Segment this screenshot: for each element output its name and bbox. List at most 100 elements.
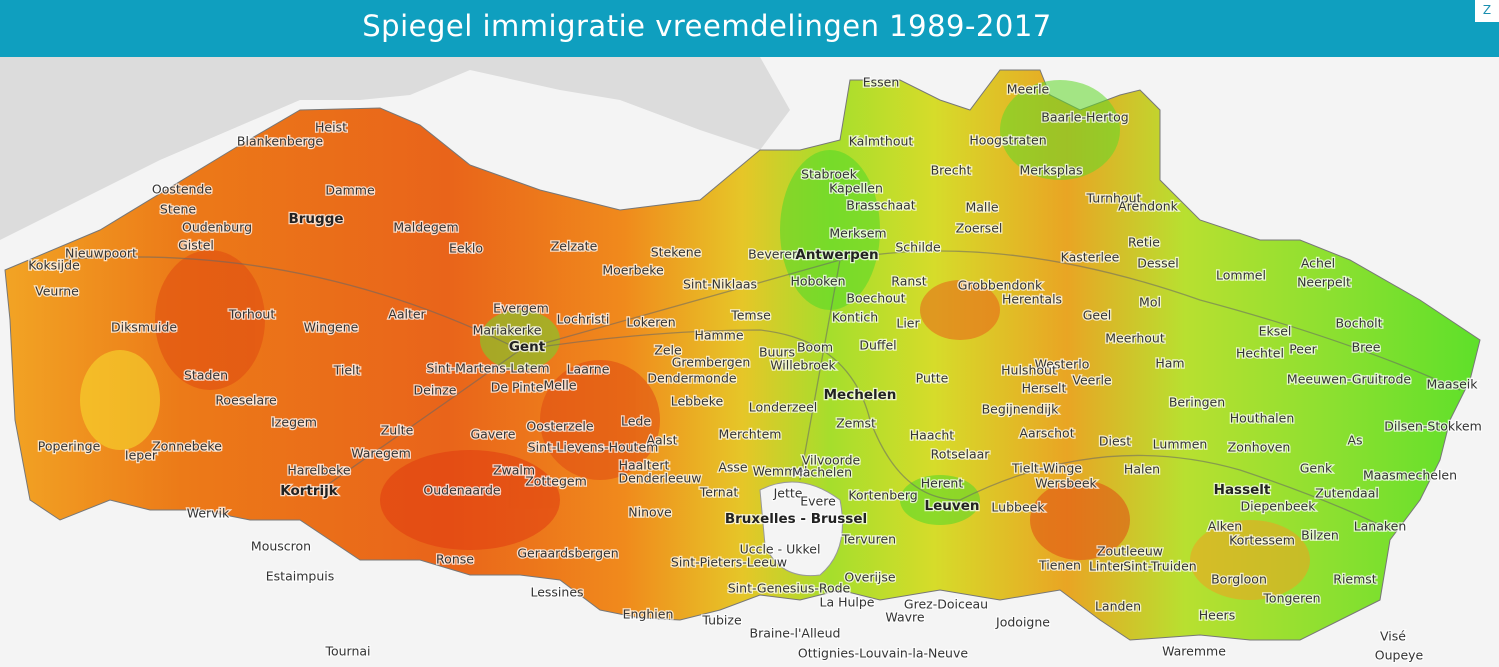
- place-label: Staden: [184, 368, 228, 383]
- city-label: Hasselt: [1214, 482, 1271, 498]
- place-label: Machelen: [792, 465, 852, 480]
- place-label: Asse: [718, 460, 748, 475]
- place-label: Willebroek: [770, 358, 836, 373]
- place-label: Nieuwpoort: [65, 246, 137, 261]
- place-label: Blankenberge: [237, 134, 324, 149]
- city-label: Mechelen: [824, 387, 897, 403]
- place-label: Herentals: [1002, 292, 1062, 307]
- place-label: Riemst: [1333, 572, 1377, 587]
- place-label: Tournai: [324, 644, 370, 659]
- place-label: Lommel: [1216, 268, 1266, 283]
- place-label: Tongeren: [1262, 591, 1320, 606]
- city-label: Gent: [509, 339, 546, 355]
- place-label: Diksmuide: [111, 320, 177, 335]
- place-label: Mariakerke: [473, 323, 542, 338]
- place-label: Sint-Martens-Latem: [426, 361, 549, 376]
- place-label: Boom: [797, 340, 833, 355]
- place-label: Harelbeke: [287, 463, 351, 478]
- place-label: Eksel: [1259, 324, 1292, 339]
- place-label: Londerzeel: [749, 400, 818, 415]
- place-label: Enghien: [623, 607, 674, 622]
- place-label: Oudenburg: [182, 220, 252, 235]
- sea: [0, 57, 790, 240]
- place-label: Neerpelt: [1297, 275, 1351, 290]
- place-label: Duffel: [859, 338, 896, 353]
- place-label: Meerle: [1007, 82, 1050, 97]
- zoom-button[interactable]: Z: [1475, 0, 1499, 22]
- header: Spiegel immigratie vreemdelingen 1989-20…: [0, 0, 1499, 57]
- place-label: Zutendaal: [1315, 486, 1379, 501]
- place-label: Wervik: [187, 506, 230, 521]
- place-label: Koksijde: [28, 258, 80, 273]
- place-label: Zoersel: [956, 221, 1003, 236]
- place-label: Oosterzele: [526, 419, 593, 434]
- place-label: Geraardsbergen: [517, 546, 618, 561]
- place-label: Oostende: [152, 182, 212, 197]
- place-label: Zele: [654, 343, 682, 358]
- place-label: Dendermonde: [647, 371, 736, 386]
- place-label: Ieper: [125, 448, 158, 463]
- place-label: De Pinte: [491, 380, 544, 395]
- place-label: Beveren: [748, 247, 800, 262]
- place-label: Haaltert: [619, 458, 670, 473]
- place-label: Lede: [621, 414, 651, 429]
- place-label: Kapellen: [829, 181, 883, 196]
- place-label: Retie: [1128, 235, 1160, 250]
- place-label: Linter: [1089, 559, 1126, 574]
- place-label: Merchtem: [719, 427, 782, 442]
- place-label: Kortessem: [1229, 533, 1295, 548]
- place-label: Deinze: [414, 383, 457, 398]
- place-label: Heers: [1199, 608, 1235, 623]
- place-label: Visé: [1380, 629, 1406, 644]
- place-label: Haacht: [910, 428, 955, 443]
- place-label: Torhout: [228, 307, 276, 322]
- place-label: Baarle-Hertog: [1041, 110, 1128, 125]
- place-label: Ham: [1155, 356, 1184, 371]
- place-label: Ronse: [436, 552, 474, 567]
- place-label: Waregem: [351, 446, 411, 461]
- place-label: Denderleeuw: [618, 471, 701, 486]
- place-label: Zelzate: [551, 239, 598, 254]
- place-label: Stabroek: [801, 167, 858, 182]
- city-label: Brugge: [288, 211, 343, 227]
- place-label: Eeklo: [449, 241, 483, 256]
- place-label: Grembergen: [672, 355, 751, 370]
- place-label: Veerle: [1072, 373, 1112, 388]
- place-label: Herent: [921, 476, 964, 491]
- place-label: Schilde: [895, 240, 941, 255]
- place-label: Laarne: [567, 362, 610, 377]
- place-label: Wersbeek: [1035, 476, 1097, 491]
- place-label: Overijse: [844, 570, 896, 585]
- place-label: Beringen: [1169, 395, 1225, 410]
- place-label: Brasschaat: [846, 198, 916, 213]
- place-label: Kontich: [832, 310, 878, 325]
- place-label: Lessines: [530, 585, 583, 600]
- place-label: Essen: [863, 75, 900, 90]
- place-label: Landen: [1095, 599, 1141, 614]
- place-label: Aalter: [388, 307, 426, 322]
- place-label: Maasmechelen: [1363, 468, 1457, 483]
- place-label: Sint-Truiden: [1123, 559, 1196, 574]
- place-label: Borgloon: [1211, 572, 1267, 587]
- place-label: Lummen: [1153, 437, 1208, 452]
- place-label: Peer: [1289, 342, 1317, 357]
- place-label: Ninove: [628, 505, 672, 520]
- place-label: Sint-Niklaas: [683, 277, 757, 292]
- brussels-region: [759, 481, 843, 577]
- place-label: Herselt: [1022, 381, 1067, 396]
- place-label: Kalmthout: [849, 134, 914, 149]
- place-label: Jette: [773, 486, 803, 501]
- place-label: Stene: [160, 202, 196, 217]
- place-label: Tielt-Winge: [1011, 461, 1082, 476]
- place-label: Zottegem: [525, 474, 587, 489]
- place-label: Kasterlee: [1061, 250, 1120, 265]
- place-label: Begijnendijk: [982, 402, 1060, 417]
- place-label: Meeuwen-Gruitrode: [1287, 372, 1411, 387]
- place-label: Halen: [1124, 462, 1160, 477]
- place-label: Izegem: [271, 415, 317, 430]
- place-label: Moerbeke: [602, 263, 664, 278]
- place-label: Sint-Genesius-Rode: [728, 581, 851, 596]
- place-label: Tervuren: [841, 532, 896, 547]
- place-label: Damme: [325, 183, 375, 198]
- place-label: La Hulpe: [819, 595, 874, 610]
